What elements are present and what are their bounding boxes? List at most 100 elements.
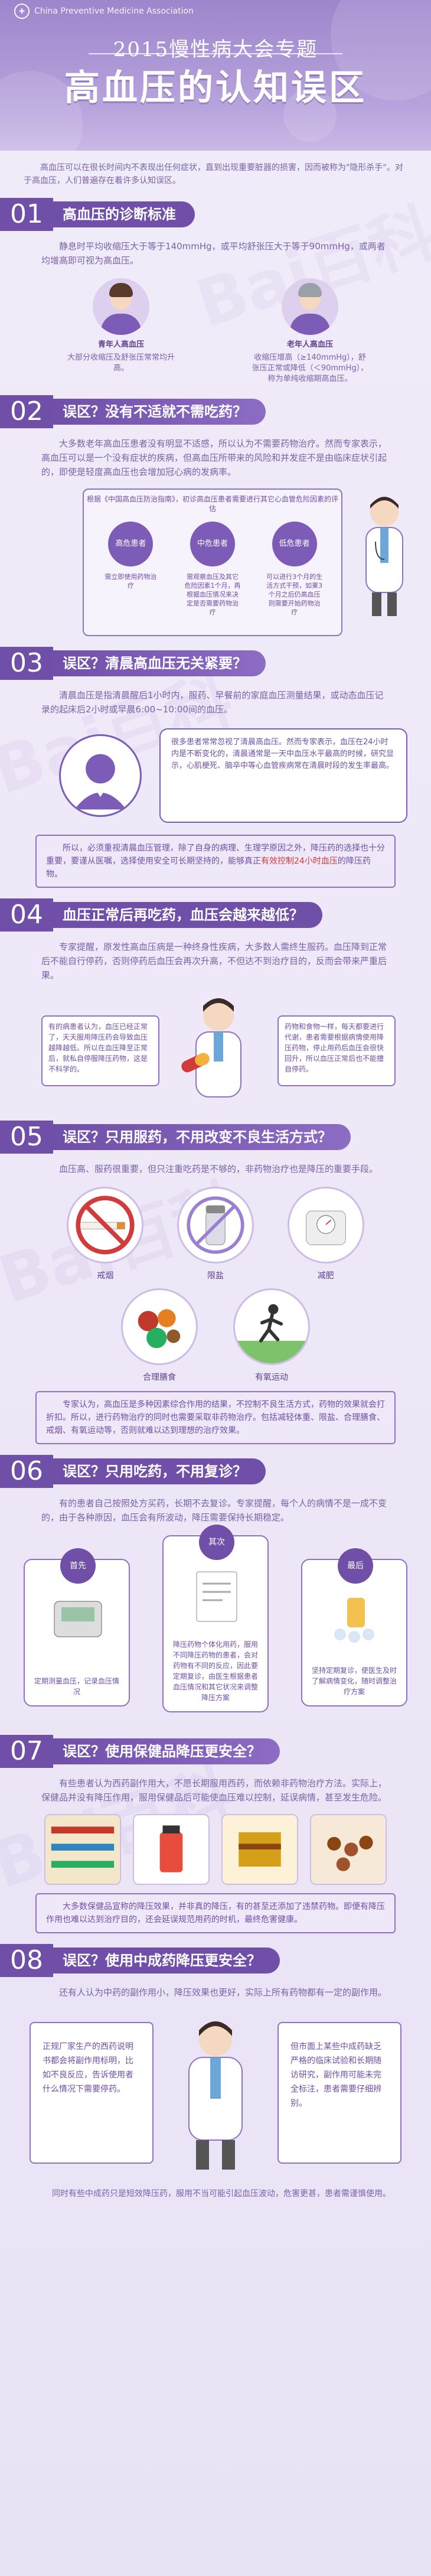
- guide-wrap: 根据《中国高血压防治指南》，初诊高血压患者需要进行其它心血管危险因素的评估 高危…: [0, 489, 431, 636]
- habit-row-2: 合理膳食 有氧运动: [0, 1281, 431, 1383]
- note-text: 所以，必须重视清晨血压管理，除了自身的病理、生理学原因之外，降压药的选择也十分重…: [46, 844, 385, 879]
- section-title: 高血压的诊断标准: [53, 201, 195, 227]
- tcm-row: 正规厂家生产的西药说明书都会将副作用标明，比如不良反应，告诉使用者什么情况下需要…: [30, 2010, 401, 2181]
- section-header: 06 误区？只用吃药，不用复诊？: [0, 1455, 431, 1488]
- section-number: 08: [0, 1944, 53, 1977]
- section-01: Bai百科 01 高血压的诊断标准 静息时平均收缩压大于等于140mmHg，或平…: [0, 194, 431, 385]
- risk-desc: 需观察血压及其它危险因素1个月，再根据血压情况来决定是否需要药物治疗: [184, 573, 241, 616]
- running-icon: [233, 1288, 310, 1365]
- section-title: 血压正常后再吃药，血压会越来越低？: [53, 902, 322, 928]
- person-title: 青年人高血压: [97, 340, 144, 349]
- section-text: 清晨血压是指清晨醒后1小时内，服药、早餐前的家庭血压测量结果，或动态血压记录的起…: [41, 690, 384, 715]
- footer-note: 同时有些中成药只是短效降压药，服用不当可能引起血压波动，危害更甚，患者需谨慎使用…: [52, 2189, 391, 2199]
- section-title: 误区？使用中成药降压更安全？: [53, 1948, 280, 1973]
- section-title: 误区？使用保健品降压更安全？: [53, 1738, 280, 1764]
- section-header: 02 误区？没有不适就不需吃药？: [0, 395, 431, 428]
- step-desc: 定期测量血压，记录血压情况: [34, 1677, 119, 1696]
- note-highlight: 有效控制24小时血压: [261, 857, 338, 866]
- section-header: 08 误区？使用中成药降压更安全？: [0, 1944, 431, 1977]
- note-box: 所以，必须重视清晨血压管理，除了自身的病理、生理学原因之外，降压药的选择也十分重…: [35, 835, 396, 888]
- section-03: Bai百科 03 误区？清晨高血压无关紧要？ 清晨血压是指清晨醒后1小时内，服药…: [0, 647, 431, 888]
- section-text: 大多数老年高血压患者没有明显不适感，所以认为不需要药物治疗。然而专家表示，高血压…: [41, 438, 387, 477]
- section-06: 06 误区？只用吃药，不用复诊？ 有的患者自己按照处方买药，长期不去复诊。专家提…: [0, 1455, 431, 1724]
- step-badge: 首先: [60, 1548, 96, 1584]
- pills-icon: [334, 1598, 374, 1643]
- section-title: 误区？清晨高血压无关紧要？: [53, 650, 266, 676]
- supplement-images: [0, 1805, 431, 1885]
- section-number: 06: [0, 1455, 53, 1488]
- section-header: 03 误区？清晨高血压无关紧要？: [0, 647, 431, 680]
- section-number: 02: [0, 395, 53, 428]
- step-first: 首先 定期测量血压，记录血压情况: [24, 1548, 130, 1707]
- herbal-pills-icon: [310, 1814, 387, 1885]
- doctor-with-pill-illustration: [181, 998, 241, 1098]
- section-number: 05: [0, 1121, 53, 1154]
- header-banner: ✚ China Preventive Medicine Association …: [0, 0, 431, 151]
- habit-label: 减肥: [317, 1271, 334, 1281]
- note-box: 大多数保健品宣称的降压效果，并非真的降压，有的甚至还添加了违禁药物。即便有降压作…: [35, 1893, 396, 1933]
- step-desc: 降压药物个体化用药，服用不同降压药物的患者，会对药物有不同的反应，因此要定期复诊…: [172, 1640, 258, 1702]
- scale-icon: [287, 1187, 364, 1263]
- habit-label: 戒烟: [97, 1271, 114, 1281]
- person-title: 老年人高血压: [286, 340, 333, 349]
- intro-text: 高血压可以在很长时间内不表现出任何症状，直到出现重要脏器的损害，因而被称为"隐形…: [24, 163, 403, 185]
- steps-row: 首先 定期测量血压，记录血压情况 其次 降压药物个体化用药，服用不同降压药物的患…: [24, 1525, 407, 1724]
- section-text: 有的患者自己按照处方买药，长期不去复诊。专家提醒，每个人的病情不是一成不变的，由…: [41, 1498, 387, 1523]
- habit-limit-salt: 限盐: [169, 1187, 262, 1281]
- risk-medium: 中危患者 需观察血压及其它危险因素1个月，再根据血压情况来决定是否需要药物治疗: [184, 522, 241, 617]
- section-number: 04: [0, 898, 53, 932]
- speech-area: 很多患者常常忽视了清晨高血压。然而专家表示，血压在24小时内是不断变化的，清晨通…: [35, 728, 407, 829]
- fact-box: 药物和食物一样，每天都要进行代谢，患者需要根据病情使用降压药物，停止用药后血压会…: [277, 1015, 396, 1086]
- risk-label: 高危患者: [108, 522, 154, 566]
- section-07: Bai百科 07 误区？使用保健品降压更安全？ 有些患者认为西药副作用大，不愿长…: [0, 1735, 431, 1933]
- habit-aerobic-exercise: 有氧运动: [233, 1288, 310, 1383]
- org-name: China Preventive Medicine Association: [34, 6, 194, 16]
- page-title: 高血压的认知误区: [64, 67, 367, 109]
- habit-label: 限盐: [207, 1271, 224, 1281]
- section-header: 05 误区？只用服药，不用改变不良生活方式？: [0, 1121, 431, 1154]
- section-header: 01 高血压的诊断标准: [0, 198, 431, 231]
- speech-bubble: 很多患者常常忽视了清晨高血压。然而专家表示，血压在24小时内是不断变化的，清晨通…: [159, 728, 407, 823]
- doctor-illustration: [365, 497, 403, 616]
- prescription-icon: [196, 1571, 237, 1622]
- pill-row: 有的病患者认为，血压已经正常了，天天服用降压药会导致血压越降越低。所以在血压降至…: [35, 992, 396, 1110]
- young-person-icon: [93, 278, 149, 335]
- habit-lose-weight: 减肥: [279, 1187, 372, 1281]
- person-desc: 收缩压增高（≥140mmHg），舒张压正常或降低（＜90mmHg），称为单纯收缩…: [252, 353, 368, 383]
- doctor-illustration: [188, 2021, 243, 2170]
- step-badge: 最后: [338, 1548, 373, 1584]
- supplement-bottle-icon: [133, 1814, 210, 1885]
- section-text: 专家提醒，原发性高血压病是一种终身性疾病，大多数人需终生服药。血压降到正常后不能…: [41, 942, 387, 981]
- person-row: 青年人高血压 大部分收缩压及舒张压常常均升高。 老年人高血压 收缩压增高（≥14…: [0, 268, 431, 385]
- org-logo-icon: ✚: [14, 4, 30, 19]
- elderly-patient-card: 老年人高血压 收缩压增高（≥140mmHg），舒张压正常或降低（＜90mmHg）…: [251, 278, 369, 385]
- guideline-box: 根据《中国高血压防治指南》，初诊高血压患者需要进行其它心血管危险因素的评估 高危…: [83, 489, 342, 636]
- habit-label: 合理膳食: [143, 1373, 176, 1382]
- section-05: Bai百科 05 误区？只用服药，不用改变不良生活方式？ 血压高、服药很重要，但…: [0, 1121, 431, 1444]
- myth-box: 有的病患者认为，血压已经正常了，天天服用降压药会导致血压越降越低。所以在血压降至…: [41, 1015, 159, 1086]
- section-text: 还有人认为中药的副作用小，降压效果也更好，实际上所有药物都有一定的副作用。: [59, 1987, 387, 1998]
- risk-desc: 需立即使用药物治疗: [105, 573, 157, 590]
- decor-bubble: [283, 89, 337, 142]
- young-patient-card: 青年人高血压 大部分收缩压及舒张压常常均升高。: [62, 278, 180, 385]
- risk-label: 中危患者: [190, 522, 235, 566]
- doctor-avatar-icon: [59, 734, 142, 817]
- section-text: 静息时平均收缩压大于等于140mmHg，或平均舒张压大于等于90mmHg，或两者…: [41, 241, 386, 266]
- section-number: 01: [0, 198, 53, 231]
- section-title: 误区？只用服药，不用改变不良生活方式？: [53, 1124, 351, 1150]
- habit-balanced-diet: 合理膳食: [121, 1288, 198, 1383]
- habit-quit-smoking: 戒烟: [59, 1187, 152, 1281]
- step-second: 其次 降压药物个体化用药，服用不同降压药物的患者，会对药物有不同的反应，因此要定…: [162, 1525, 269, 1712]
- person-desc: 大部分收缩压及舒张压常常均升高。: [67, 353, 175, 373]
- step-badge: 其次: [199, 1525, 234, 1560]
- elderly-person-icon: [282, 278, 338, 335]
- header-divider: [89, 53, 342, 54]
- section-header: 04 血压正常后再吃药，血压会越来越低？: [0, 898, 431, 932]
- section-08: 08 误区？使用中成药降压更安全？ 还有人认为中药的副作用小，降压效果也更好，实…: [0, 1944, 431, 2200]
- section-title: 误区？只用吃药，不用复诊？: [53, 1458, 266, 1484]
- section-number: 07: [0, 1735, 53, 1768]
- header-subtitle: 2015慢性病大会专题: [113, 38, 318, 61]
- step-last: 最后 坚持定期复诊，使医生及时了解病情变化，随时调整治疗方案: [301, 1548, 407, 1707]
- section-title: 误区？没有不适就不需吃药？: [53, 399, 266, 425]
